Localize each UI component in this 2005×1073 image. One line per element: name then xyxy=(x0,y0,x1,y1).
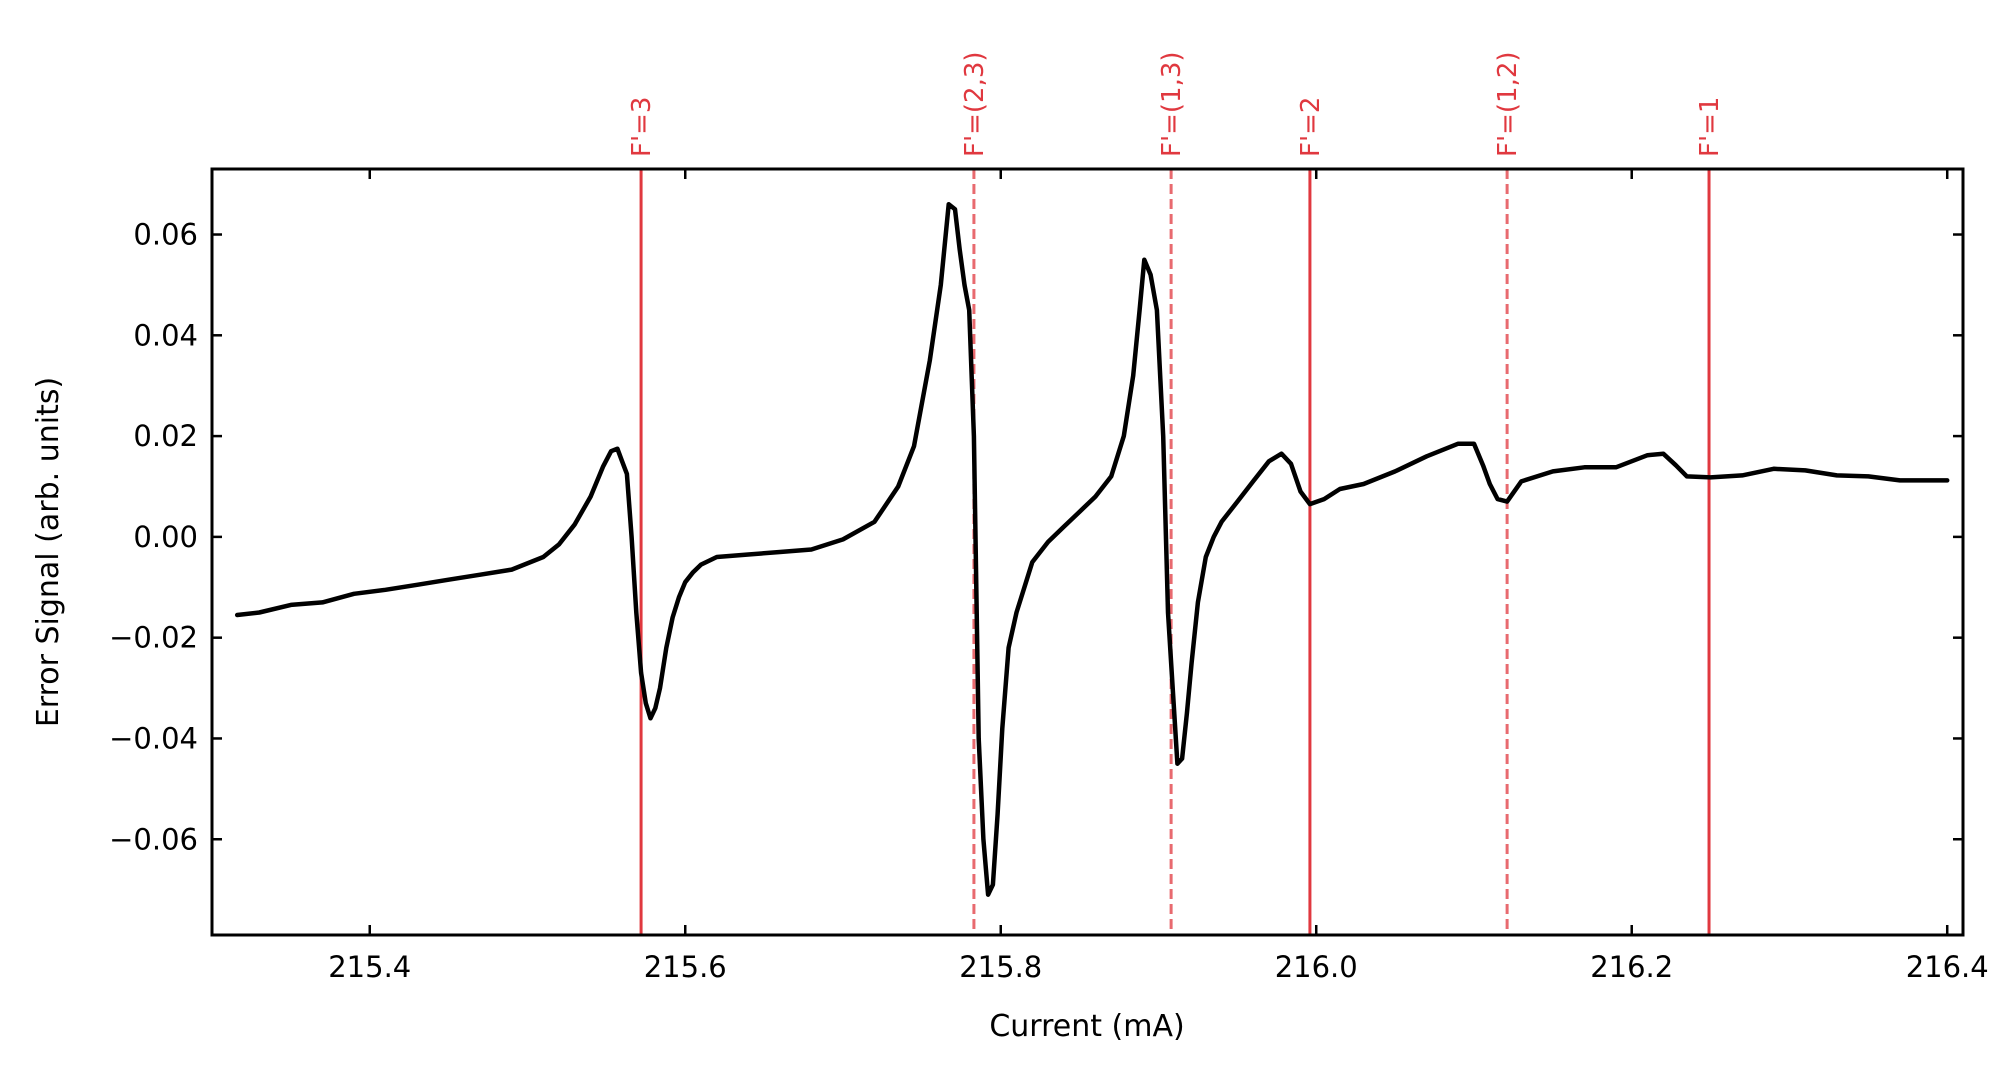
x-tick-label: 215.6 xyxy=(644,950,727,984)
reference-lines xyxy=(639,169,1711,935)
series-layer xyxy=(234,202,1950,897)
y-tick-label: 0.02 xyxy=(133,419,198,453)
reference-line-label: F'=2 xyxy=(1296,97,1326,157)
y-tick-label: −0.04 xyxy=(109,721,198,755)
x-tick-label: 216.0 xyxy=(1275,950,1358,984)
x-tick-label: 216.2 xyxy=(1590,950,1673,984)
x-tick-label: 215.4 xyxy=(328,950,411,984)
reference-line-label: F'=(1,3) xyxy=(1157,51,1187,157)
x-tick-label: 216.4 xyxy=(1906,950,1989,984)
y-tick-label: 0.06 xyxy=(133,218,198,252)
y-axis: −0.06 −0.04 −0.02 0.00 0.02 0.04 0.06 xyxy=(109,218,1963,856)
reference-line-label: F'=3 xyxy=(627,97,657,157)
x-tick-label: 215.8 xyxy=(959,950,1042,984)
reference-labels: F'=3 F'=(2,3) F'=(1,3) F'=2 F'=(1,2) F'=1 xyxy=(627,51,1725,157)
y-tick-label: 0.00 xyxy=(133,520,198,554)
plot-frame xyxy=(210,167,1965,937)
reference-line-label: F'=1 xyxy=(1695,97,1725,157)
y-tick-label: −0.06 xyxy=(109,822,198,856)
x-axis: 215.4 215.6 215.8 216.0 216.2 216.4 xyxy=(328,169,1989,984)
reference-line-label: F'=(1,2) xyxy=(1493,51,1523,157)
y-tick-label: 0.04 xyxy=(133,318,198,352)
series-line xyxy=(234,202,1950,897)
reference-line-label: F'=(2,3) xyxy=(960,51,990,157)
y-tick-label: −0.02 xyxy=(109,621,198,655)
x-axis-title: Current (mA) xyxy=(989,1009,1184,1044)
y-axis-title: Error Signal (arb. units) xyxy=(31,377,66,727)
